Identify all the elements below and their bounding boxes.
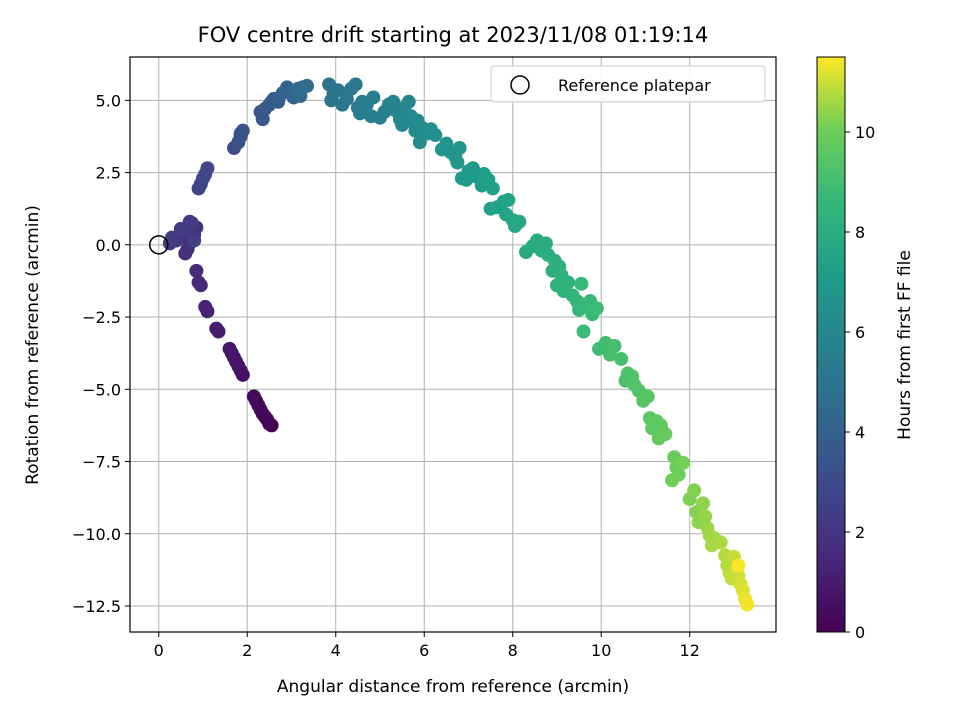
data-point — [184, 216, 199, 231]
colorbar-tick-label: 6 — [855, 323, 865, 342]
y-tick-label: 2.5 — [96, 164, 121, 183]
x-tick-label: 8 — [508, 641, 518, 660]
colorbar-tick-label: 8 — [855, 223, 865, 242]
data-point — [658, 427, 673, 442]
data-point — [687, 483, 702, 498]
data-point — [485, 181, 500, 196]
data-point — [293, 89, 308, 104]
data-point — [561, 275, 576, 290]
y-tick-label: −12.5 — [72, 597, 121, 616]
data-point — [200, 161, 215, 176]
data-point — [607, 338, 622, 353]
x-tick-label: 12 — [680, 641, 700, 660]
y-tick-label: −7.5 — [82, 453, 121, 472]
data-point — [698, 509, 713, 524]
data-point — [348, 77, 363, 92]
x-tick-label: 10 — [591, 641, 611, 660]
colorbar-label: Hours from first FF file — [895, 250, 915, 440]
colorbar-tick-label: 10 — [855, 123, 875, 142]
scatter-points — [162, 77, 755, 612]
data-point — [589, 301, 604, 316]
x-tick-label: 2 — [242, 641, 252, 660]
y-tick-label: 5.0 — [96, 91, 121, 110]
colorbar-ticks: 0 2 4 6 8 10 — [845, 123, 875, 642]
data-point — [187, 233, 202, 248]
data-point — [713, 535, 728, 550]
data-point — [222, 341, 237, 356]
plot-frame — [129, 56, 777, 633]
data-point — [614, 351, 629, 366]
legend-label: Reference platepar — [558, 76, 711, 95]
data-point — [731, 558, 746, 573]
data-point — [401, 94, 416, 109]
y-tick-label: −10.0 — [72, 525, 121, 544]
y-tick-label: 0.0 — [96, 236, 121, 255]
data-point — [740, 597, 755, 612]
y-tick-label: −5.0 — [82, 380, 121, 399]
data-point — [246, 389, 261, 404]
colorbar-tick-label: 2 — [855, 523, 865, 542]
data-point — [165, 230, 180, 245]
y-axis-label: Rotation from reference (arcmin) — [23, 205, 43, 485]
data-point — [538, 236, 553, 251]
data-point — [665, 473, 680, 488]
colorbar — [816, 56, 846, 633]
colorbar-tick-label: 0 — [855, 623, 865, 642]
x-tick-label: 6 — [419, 641, 429, 660]
data-point — [191, 275, 206, 290]
data-point — [395, 117, 410, 132]
data-point — [576, 324, 591, 339]
data-point — [189, 263, 204, 278]
data-point — [330, 83, 345, 98]
data-point — [233, 126, 248, 141]
legend-box — [490, 65, 766, 103]
x-tick-label: 4 — [331, 641, 341, 660]
data-point — [640, 389, 655, 404]
chart-title: FOV centre drift starting at 2023/11/08 … — [198, 23, 709, 47]
data-point — [695, 496, 710, 511]
data-point — [452, 141, 467, 156]
x-axis-label: Angular distance from reference (arcmin) — [277, 677, 629, 697]
data-point — [209, 321, 224, 336]
legend-marker-open-circle — [510, 75, 530, 95]
data-point — [512, 214, 527, 229]
data-point — [173, 221, 188, 236]
data-point — [324, 93, 339, 108]
colorbar-tick-label: 4 — [855, 423, 865, 442]
y-axis-ticks: 5.0 2.5 0.0 −2.5 −5.0 −7.5 −10.0 −12.5 — [72, 91, 130, 616]
x-axis-ticks: 0 2 4 6 8 10 12 — [154, 632, 700, 660]
data-point — [450, 155, 465, 170]
x-tick-label: 0 — [154, 641, 164, 660]
data-point — [676, 455, 691, 470]
data-point — [198, 299, 213, 314]
data-point — [501, 193, 516, 208]
data-point — [366, 90, 381, 105]
data-point — [428, 128, 443, 143]
y-tick-label: −2.5 — [82, 308, 121, 327]
legend: Reference platepar — [490, 65, 766, 103]
data-point — [574, 276, 589, 291]
data-point — [299, 78, 314, 93]
reference-point-marker — [149, 235, 169, 255]
